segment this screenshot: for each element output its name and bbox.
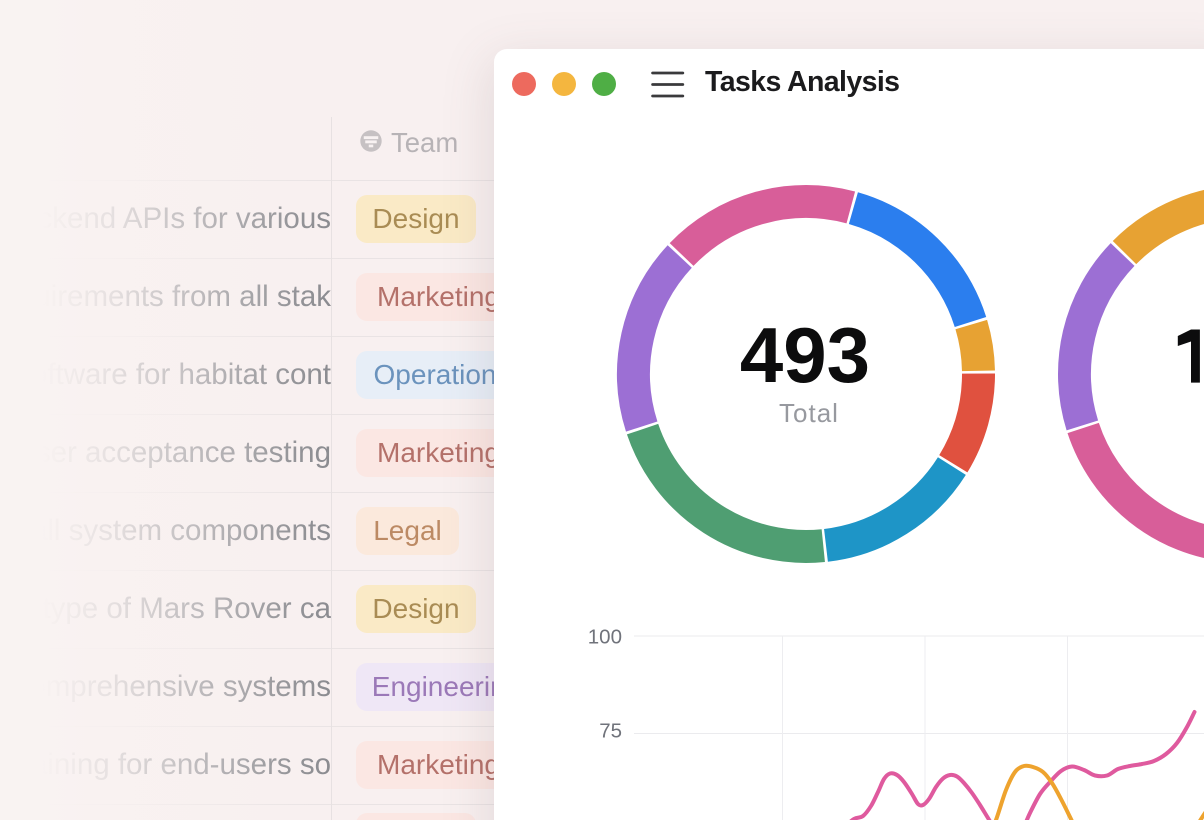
svg-text:75: 75	[599, 720, 622, 743]
svg-text:100: 100	[588, 626, 622, 649]
